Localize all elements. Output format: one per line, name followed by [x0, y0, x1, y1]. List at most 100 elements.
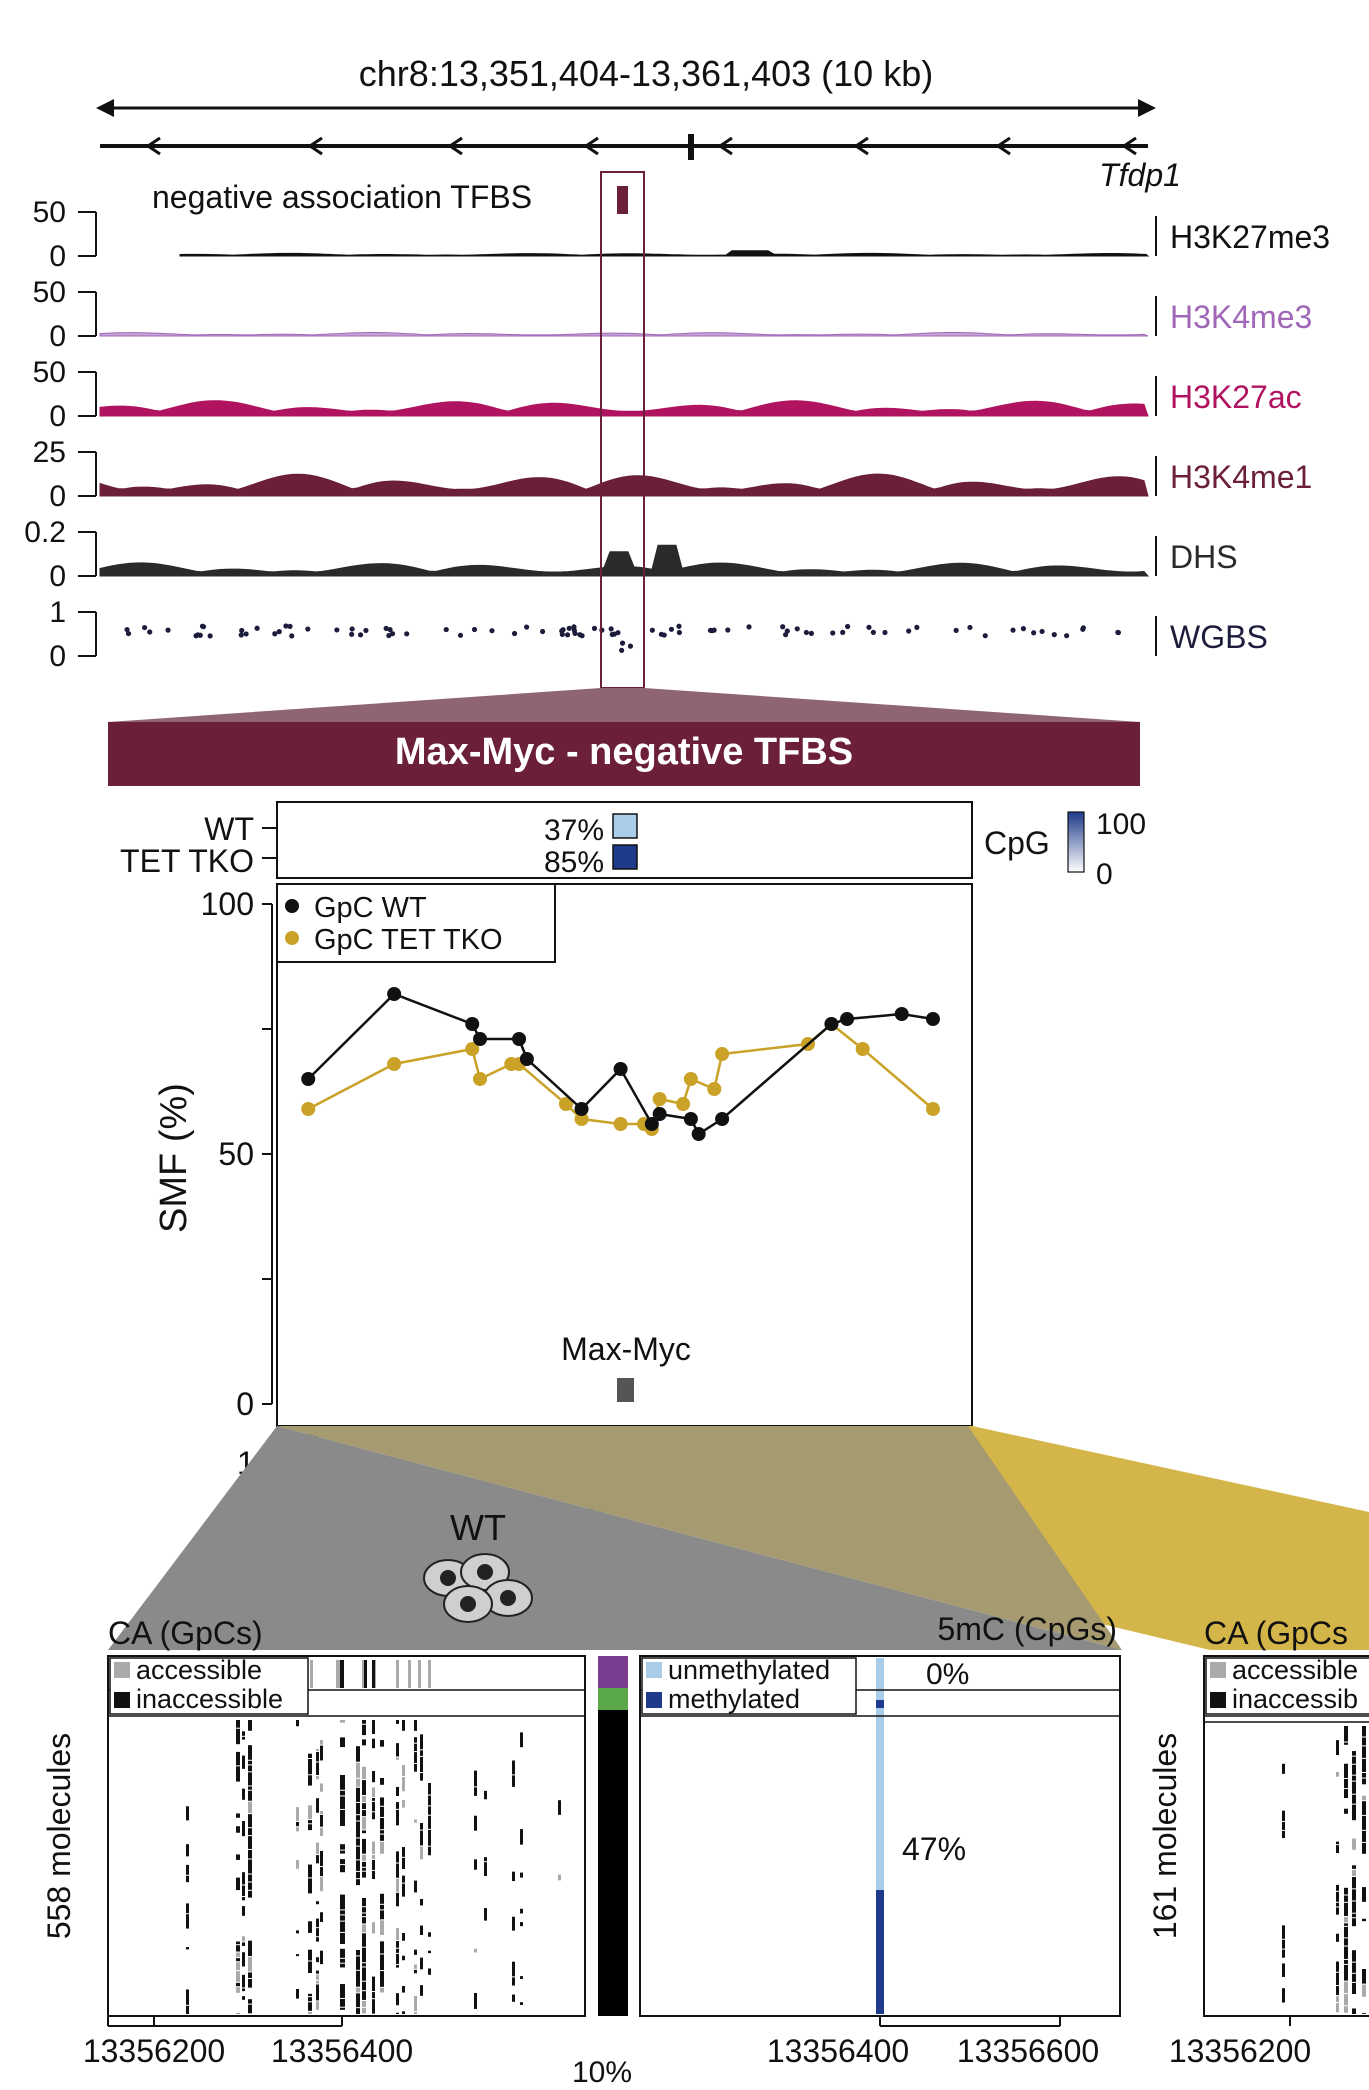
data-point [574, 1112, 589, 1126]
tfbs-highlight-box [600, 171, 645, 689]
wgbs-dot [845, 623, 851, 630]
wgbs-dot [1020, 626, 1027, 632]
data-point [558, 1097, 573, 1111]
wgbs-dot [254, 625, 260, 631]
wgbs-dot [363, 627, 369, 634]
data-point [519, 1052, 534, 1066]
wt-label: WT [450, 1507, 506, 1548]
legend: GpC WT GpC TET TKO [276, 883, 556, 963]
wgbs-dot [967, 624, 973, 631]
wgbs-dot [564, 632, 571, 638]
methylated-label: methylated [668, 1684, 800, 1714]
cluster-bar-black [598, 1710, 628, 2016]
molecule-count-right: 161 molecules [1147, 1733, 1183, 1939]
legend-label-wt: GpC WT [314, 892, 427, 924]
track-signal [179, 250, 1150, 257]
axis-right-tick-0: 13356200 [1169, 2033, 1311, 2069]
ca-title-right: CA (GpCs [1204, 1615, 1348, 1651]
tfbs-marker [617, 186, 628, 214]
wgbs-dot [566, 625, 572, 631]
ca-reads-right [1282, 1726, 1366, 2014]
data-point [715, 1047, 730, 1061]
data-point [925, 1012, 940, 1026]
mc-legend [641, 1657, 857, 1715]
wgbs-dot [619, 647, 625, 653]
motif-marker [617, 1378, 634, 1402]
region-label: chr8:13,351,404-13,361,403 (10 kb) [359, 53, 933, 94]
wgbs-dot [982, 633, 988, 639]
inaccessible-label-right: inaccessib [1232, 1684, 1358, 1714]
wgbs-dot [349, 626, 355, 632]
track-label: H3K4me3 [1170, 299, 1312, 335]
inaccessible-swatch [114, 1692, 130, 1708]
wgbs-dot [914, 624, 920, 630]
track-signal [99, 332, 1149, 337]
accessible-swatch-right [1210, 1662, 1226, 1678]
wgbs-dot [906, 628, 912, 634]
track-ymax: 50 [33, 356, 66, 389]
legend-box [276, 883, 556, 963]
wgbs-dot [200, 624, 207, 630]
wgbs-dot [357, 632, 364, 638]
data-point [925, 1102, 940, 1116]
molecule-panels: WT CA (GpCs) 5mC (CpGs) CA (GpCs accessi… [41, 1507, 1369, 2089]
tfbs-label: negative association TFBS [152, 179, 532, 215]
wgbs-dot [386, 632, 392, 639]
track-ymax: 50 [33, 196, 66, 229]
wgbs-dot [305, 626, 311, 632]
wgbs-dot [803, 629, 809, 636]
data-point [683, 1072, 698, 1086]
wgbs-dot [1115, 629, 1122, 636]
wgbs-dot [283, 623, 289, 629]
wgbs-dot [1031, 630, 1037, 636]
cpg-scale-label: CpG [984, 825, 1050, 861]
gene-label: Tfdp1 [1099, 157, 1181, 193]
region-arrow [96, 99, 1156, 117]
track-ymax: 1 [49, 596, 66, 629]
wgbs-dot [349, 631, 355, 637]
genome-browser: chr8:13,351,404-13,361,403 (10 kb) Tfdp1… [24, 53, 1330, 722]
ca-legend-right [1205, 1657, 1369, 1715]
scale-pct: 10% [572, 2056, 632, 2089]
track-ymin: 0 [49, 240, 66, 273]
wgbs-dot [560, 627, 566, 633]
data-point [652, 1092, 667, 1106]
inaccessible-label: inaccessible [136, 1684, 283, 1714]
legend-marker-tko [285, 931, 299, 945]
wgbs-dot [457, 632, 464, 638]
data-point [512, 1032, 527, 1046]
data-point [707, 1082, 722, 1096]
track-ymax: 0.2 [24, 516, 66, 549]
track-signal [99, 544, 1150, 577]
inaccessible-swatch-right [1210, 1692, 1226, 1708]
wgbs-dot [276, 629, 282, 635]
wgbs-dot [239, 627, 245, 634]
cone-overlap [277, 1426, 1122, 1650]
wgbs-dot [661, 632, 667, 638]
axis-left-tick-0: 13356200 [83, 2033, 225, 2069]
wgbs-dot [539, 628, 546, 635]
data-point [301, 1072, 316, 1086]
data-point [894, 1007, 909, 1021]
wgbs-dot [383, 625, 389, 631]
data-point [644, 1117, 659, 1131]
wgbs-dot [272, 631, 278, 637]
zoom-wedge [108, 688, 1140, 722]
wgbs-dot [387, 626, 393, 633]
mc-strip-unmethylated [876, 1700, 884, 1890]
molecule-axis-left [107, 2016, 343, 2027]
data-point [613, 1062, 628, 1076]
data-point [465, 1042, 480, 1056]
wgbs-dot [141, 624, 148, 631]
wgbs-dot [866, 624, 872, 630]
wgbs-dot [471, 626, 478, 633]
y-tick-label: 100 [201, 886, 254, 922]
wgbs-dot [676, 629, 682, 636]
cpg-scale-max: 100 [1096, 808, 1146, 841]
wgbs-dot [1064, 633, 1070, 639]
cpg-scale-min: 0 [1096, 858, 1113, 891]
wgbs-dot [489, 628, 495, 634]
wgbs-dot [572, 630, 578, 636]
wgbs-dot [609, 631, 615, 638]
ca-legend-left [109, 1657, 309, 1715]
